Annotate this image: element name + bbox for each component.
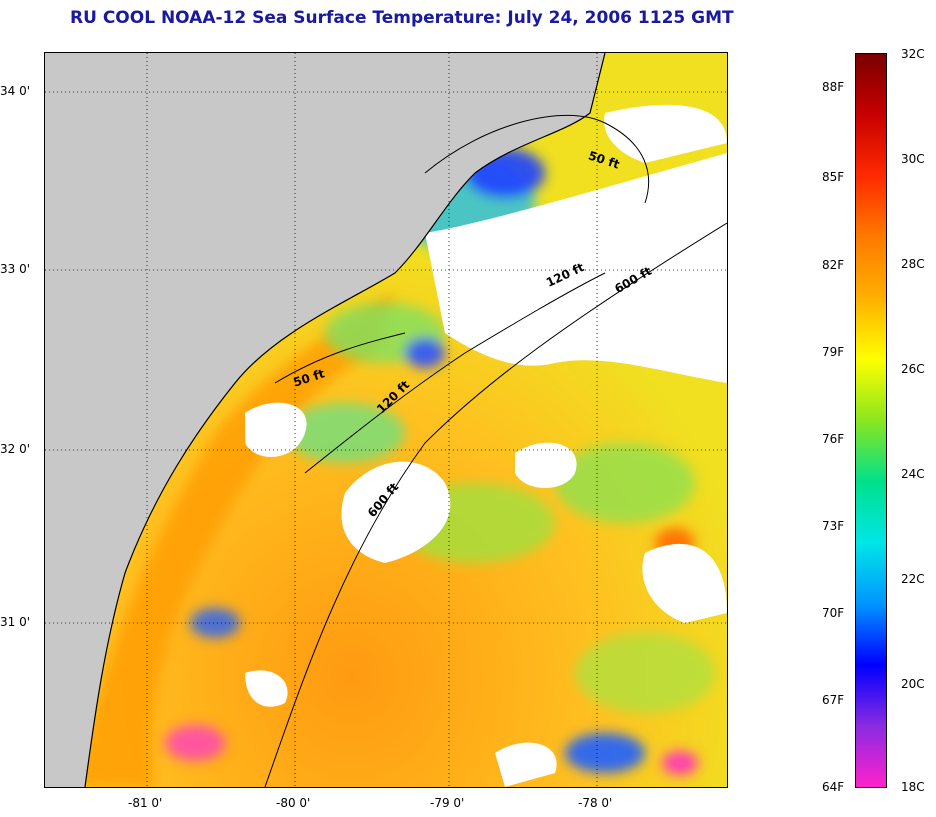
colorbar-c-30: 30C xyxy=(901,152,925,166)
lat-label-31: 31 0' xyxy=(0,615,31,629)
temperature-colorbar xyxy=(855,53,887,788)
colorbar-f-88: 88F xyxy=(822,80,845,94)
sst-map-canvas xyxy=(45,53,727,787)
coastline xyxy=(84,53,606,787)
colorbar-f-85: 85F xyxy=(822,170,845,184)
colorbar-c-22: 22C xyxy=(901,572,925,586)
lat-label-33: 33 0' xyxy=(0,262,31,276)
land-mask xyxy=(45,53,605,787)
colorbar-c-24: 24C xyxy=(901,467,925,481)
colorbar-c-32: 32C xyxy=(901,47,925,61)
colorbar-c-26: 26C xyxy=(901,362,925,376)
colorbar-f-67: 67F xyxy=(822,693,845,707)
lon-label-79: -79 0' xyxy=(430,796,465,810)
isobath-600ft xyxy=(264,222,727,787)
sst-map: 50 ft 50 ft 120 ft 120 ft 600 ft 600 ft xyxy=(44,52,728,788)
lat-label-32: 32 0' xyxy=(0,442,31,456)
lon-label-81: -81 0' xyxy=(128,796,163,810)
colorbar-f-70: 70F xyxy=(822,606,845,620)
lon-label-80: -80 0' xyxy=(276,796,311,810)
colorbar-f-73: 73F xyxy=(822,519,845,533)
colorbar-f-76: 76F xyxy=(822,432,845,446)
colorbar-c-28: 28C xyxy=(901,257,925,271)
graticule xyxy=(45,53,727,787)
isobath-120ft xyxy=(304,272,606,474)
colorbar-c-20: 20C xyxy=(901,677,925,691)
lat-label-34: 34 0' xyxy=(0,84,31,98)
colorbar-f-82: 82F xyxy=(822,258,845,272)
map-title: RU COOL NOAA-12 Sea Surface Temperature:… xyxy=(70,8,734,28)
colorbar-c-18: 18C xyxy=(901,780,925,794)
isobath-50ft-south xyxy=(274,332,406,384)
isobath-50ft-north xyxy=(424,114,650,204)
cloud-mask xyxy=(245,104,727,787)
colorbar-f-79: 79F xyxy=(822,345,845,359)
colorbar-f-64: 64F xyxy=(822,780,845,794)
lon-label-78: -78 0' xyxy=(578,796,613,810)
warm-coastal-band xyxy=(75,293,395,787)
